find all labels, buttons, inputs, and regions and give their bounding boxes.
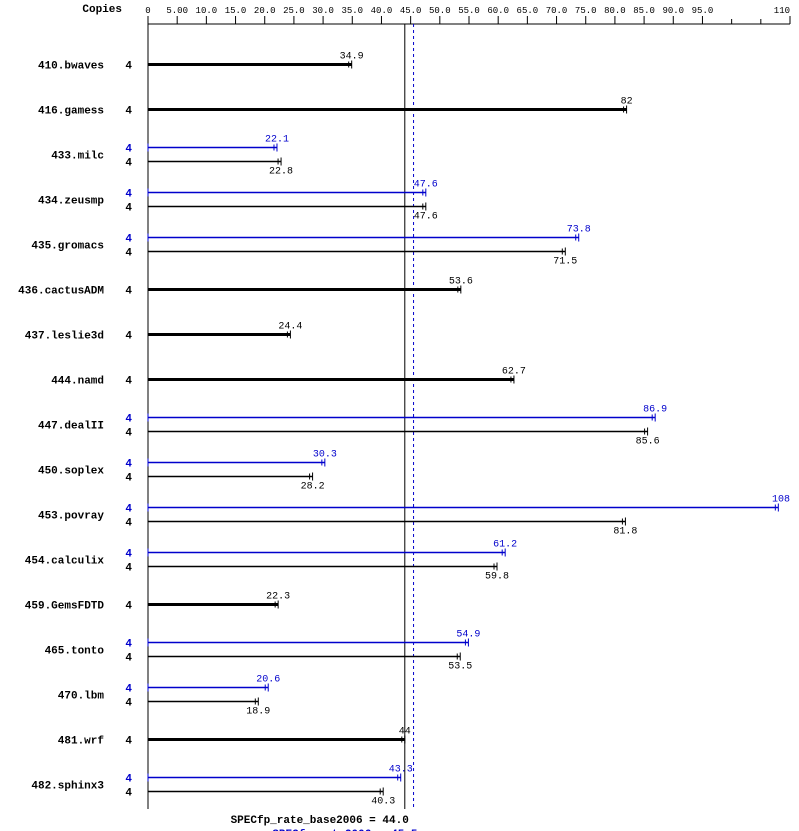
copies-value-peak: 4 — [125, 144, 132, 156]
benchmark-name: 459.GemsFDTD — [25, 601, 105, 613]
benchmark-name: 453.povray — [38, 511, 104, 523]
copies-value-peak: 4 — [125, 684, 132, 696]
x-tick-label: 40.0 — [371, 6, 393, 16]
copies-value-base: 4 — [125, 203, 132, 215]
copies-header: Copies — [82, 4, 122, 16]
benchmark-name: 454.calculix — [25, 556, 105, 568]
copies-value-base: 4 — [125, 563, 132, 575]
x-tick-label: 25.0 — [283, 6, 305, 16]
benchmark-value: 22.8 — [269, 167, 293, 178]
benchmark-name: 465.tonto — [45, 646, 105, 658]
x-tick-label: 80.0 — [604, 6, 626, 16]
x-tick-label: 75.0 — [575, 6, 597, 16]
benchmark-name: 444.namd — [51, 376, 104, 388]
copies-value: 4 — [125, 286, 132, 298]
copies-value: 4 — [125, 61, 132, 73]
benchmark-name: 447.dealII — [38, 421, 104, 433]
benchmark-value: 34.9 — [340, 52, 364, 63]
copies-value-peak: 4 — [125, 639, 132, 651]
benchmark-value: 86.9 — [643, 405, 667, 416]
x-tick-label: 110 — [774, 6, 790, 16]
benchmark-value: 62.7 — [502, 367, 526, 378]
x-tick-label: 95.0 — [692, 6, 714, 16]
copies-value-base: 4 — [125, 428, 132, 440]
benchmark-name: 436.cactusADM — [18, 286, 104, 298]
copies-value: 4 — [125, 331, 132, 343]
x-tick-label: 0 — [145, 6, 150, 16]
benchmark-value: 47.6 — [414, 212, 438, 223]
benchmark-value: 71.5 — [553, 257, 577, 268]
x-tick-label: 55.0 — [458, 6, 480, 16]
copies-value-peak: 4 — [125, 549, 132, 561]
benchmark-name: 481.wrf — [58, 736, 105, 748]
benchmark-value: 30.3 — [313, 450, 337, 461]
x-tick-label: 60.0 — [487, 6, 509, 16]
benchmark-name: 435.gromacs — [31, 241, 104, 253]
copies-value-peak: 4 — [125, 234, 132, 246]
benchmark-name: 433.milc — [51, 151, 104, 163]
x-tick-label: 70.0 — [546, 6, 568, 16]
benchmark-value: 22.3 — [266, 592, 290, 603]
copies-value-base: 4 — [125, 473, 132, 485]
x-tick-label: 10.0 — [196, 6, 218, 16]
copies-value-base: 4 — [125, 248, 132, 260]
x-tick-label: 45.0 — [400, 6, 422, 16]
benchmark-value: 44 — [399, 727, 411, 738]
benchmark-name: 434.zeusmp — [38, 196, 104, 208]
copies-value: 4 — [125, 601, 132, 613]
copies-value-peak: 4 — [125, 774, 132, 786]
copies-value-peak: 4 — [125, 189, 132, 201]
benchmark-value: 18.9 — [246, 707, 270, 718]
benchmark-value: 108 — [772, 495, 790, 506]
benchmark-value: 53.5 — [448, 662, 472, 673]
benchmark-value: 20.6 — [256, 675, 280, 686]
benchmark-name: 450.soplex — [38, 466, 104, 478]
copies-value: 4 — [125, 106, 132, 118]
copies-value-base: 4 — [125, 698, 132, 710]
x-tick-label: 20.0 — [254, 6, 276, 16]
x-tick-label: 65.0 — [517, 6, 539, 16]
copies-value-base: 4 — [125, 158, 132, 170]
benchmark-value: 82 — [621, 97, 633, 108]
x-tick-label: 85.0 — [633, 6, 655, 16]
benchmark-value: 40.3 — [371, 797, 395, 808]
x-tick-label: 90.0 — [662, 6, 684, 16]
benchmark-value: 59.8 — [485, 572, 509, 583]
x-tick-label: 50.0 — [429, 6, 451, 16]
benchmark-name: 410.bwaves — [38, 61, 104, 73]
benchmark-value: 47.6 — [414, 180, 438, 191]
benchmark-value: 61.2 — [493, 540, 517, 551]
copies-value-peak: 4 — [125, 504, 132, 516]
benchmark-value: 85.6 — [636, 437, 660, 448]
copies-value-base: 4 — [125, 788, 132, 800]
copies-value-peak: 4 — [125, 414, 132, 426]
benchmark-value: 73.8 — [567, 225, 591, 236]
benchmark-name: 416.gamess — [38, 106, 104, 118]
copies-value: 4 — [125, 376, 132, 388]
copies-value-base: 4 — [125, 653, 132, 665]
benchmark-value: 53.6 — [449, 277, 473, 288]
benchmark-value: 22.1 — [265, 135, 289, 146]
x-tick-label: 15.0 — [225, 6, 247, 16]
benchmark-name: 470.lbm — [58, 691, 105, 703]
x-tick-label: 30.0 — [312, 6, 334, 16]
copies-value: 4 — [125, 736, 132, 748]
benchmark-value: 43.3 — [389, 765, 413, 776]
benchmark-value: 28.2 — [301, 482, 325, 493]
reference-label: SPECfp_rate_base2006 = 44.0 — [231, 815, 409, 827]
benchmark-value: 54.9 — [456, 630, 480, 641]
copies-value-base: 4 — [125, 518, 132, 530]
benchmark-name: 482.sphinx3 — [31, 781, 104, 793]
benchmark-value: 81.8 — [613, 527, 637, 538]
x-tick-label: 35.0 — [341, 6, 363, 16]
spec-benchmark-chart: Copies 0 5.00 10.0 15.0 20.0 25.0 30.0 35.0 40.0 4… — [0, 0, 799, 831]
benchmark-value: 24.4 — [278, 322, 302, 333]
x-tick-label: 5.00 — [166, 6, 188, 16]
benchmark-name: 437.leslie3d — [25, 331, 104, 343]
chart-background — [0, 0, 799, 831]
copies-value-peak: 4 — [125, 459, 132, 471]
